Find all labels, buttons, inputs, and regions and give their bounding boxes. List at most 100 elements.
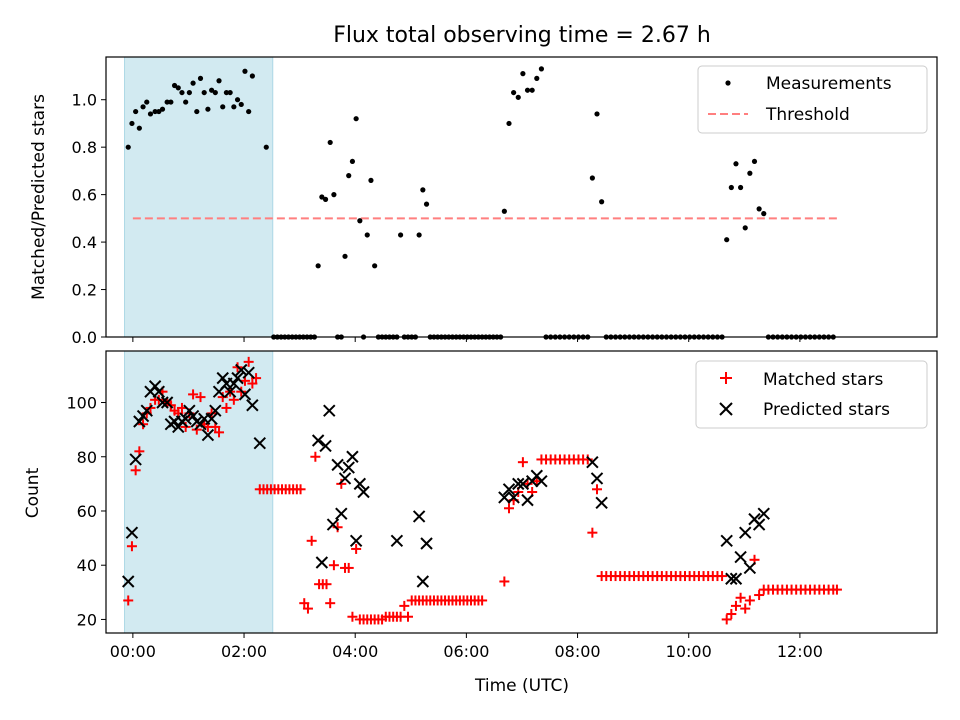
- measurement-point: [201, 89, 207, 96]
- matched-star-point: [744, 595, 755, 606]
- predicted-star-point: [507, 491, 520, 504]
- predicted-star-point: [516, 477, 530, 491]
- measurement-point: [319, 194, 325, 200]
- bottom-panel: 00:00 02:00 04:00 06:00 08:00 10:00 12:00 20 40 6…: [23, 350, 938, 696]
- predicted-star-point: [752, 518, 766, 531]
- bottom-y-tick-label: 20: [77, 610, 97, 629]
- bottom-legend: Matched stars Predicted stars: [695, 360, 928, 429]
- predicted-star-point: [216, 371, 229, 385]
- measurement-point: [368, 177, 374, 183]
- predicted-star-point: [201, 428, 215, 442]
- measurement-point: [197, 75, 204, 81]
- measurement-point: [420, 187, 426, 193]
- predicted-star-point: [125, 526, 139, 539]
- matched-star-point: [477, 595, 488, 606]
- predicted-star-point: [586, 455, 599, 469]
- measurement-point: [737, 184, 744, 191]
- predicted-star-point: [420, 537, 433, 550]
- measurement-point: [231, 104, 237, 110]
- measurement-point: [227, 89, 233, 96]
- matched-star-point: [347, 611, 358, 622]
- bottom-counts: [122, 356, 842, 625]
- measurement-point: [534, 75, 540, 81]
- predicted-star-point: [152, 385, 166, 398]
- legend-measurements-label: Measurements: [766, 74, 892, 94]
- legend-matched-label: Matched stars: [763, 370, 883, 390]
- bottom-axes: 00:00 02:00 04:00 06:00 08:00 10:00 12:00 20 40 6…: [66, 394, 822, 661]
- bottom-x-tick-label: 04:00: [332, 642, 378, 661]
- legend-threshold-label: Threshold: [765, 105, 850, 125]
- measurement-point: [194, 108, 200, 115]
- measurement-point: [238, 101, 244, 108]
- matched-star-point: [191, 424, 202, 435]
- predicted-star-point: [739, 526, 752, 539]
- matched-star-point: [214, 427, 225, 438]
- matched-star-point: [730, 600, 741, 611]
- predicted-star-point: [412, 510, 426, 523]
- matched-star-point: [735, 592, 746, 603]
- top-shaded-span: [124, 56, 274, 338]
- matched-star-point: [721, 614, 732, 625]
- measurement-point: [205, 106, 211, 112]
- predicted-star-point: [133, 415, 146, 428]
- measurement-point: [529, 87, 535, 93]
- measurement-point: [175, 85, 181, 91]
- predicted-star-point: [390, 534, 404, 548]
- matched-star-point: [587, 527, 598, 538]
- matched-star-point: [299, 598, 310, 609]
- bottom-axes-frame: [105, 350, 938, 634]
- top-shaded-region: [124, 56, 274, 338]
- matched-star-point: [517, 457, 528, 468]
- bottom-y-tick-label: 80: [77, 448, 97, 467]
- predicted-star-point: [223, 385, 237, 398]
- measurement-point: [501, 208, 507, 214]
- predicted-star-point: [315, 556, 329, 569]
- bottom-y-tick-label: 100: [66, 394, 97, 413]
- measurement-point: [322, 196, 329, 202]
- matched-star-point: [328, 560, 339, 571]
- top-axes-frame: [105, 56, 938, 338]
- x-axis-label: Time (UTC): [474, 676, 569, 696]
- measurement-point: [349, 158, 356, 165]
- matched-star-point: [295, 484, 306, 495]
- matched-star-point: [247, 378, 258, 389]
- measurement-point: [423, 201, 430, 207]
- matched-star-point: [195, 392, 206, 403]
- chart-title: Flux total observing time = 2.67 h: [333, 23, 711, 48]
- top-y-tick-label: 0.4: [72, 233, 97, 252]
- matched-star-point: [503, 503, 514, 514]
- measurement-point: [599, 199, 605, 205]
- measurement-point: [171, 82, 178, 89]
- measurement-point: [168, 99, 174, 105]
- predicted-star-point: [535, 474, 548, 488]
- bottom-y-tick-label: 40: [77, 556, 97, 575]
- measurement-point: [209, 87, 215, 93]
- predicted-star-point: [353, 477, 367, 491]
- top-axes: 0.0 0.2 0.4 0.6 0.8 1.0: [72, 91, 801, 347]
- predicted-star-point: [416, 575, 430, 588]
- measurement-point: [164, 99, 170, 105]
- measurement-point: [190, 80, 196, 86]
- predicted-star-point: [512, 477, 525, 491]
- predicted-star-point: [148, 380, 162, 393]
- measurement-point: [724, 237, 730, 243]
- measurement-point: [733, 161, 739, 167]
- measurement-point: [216, 78, 222, 84]
- predicted-star-point: [521, 493, 534, 507]
- predicted-star-point: [231, 371, 244, 385]
- measurement-point: [331, 192, 337, 198]
- matched-star-point: [123, 595, 134, 606]
- measurement-point: [179, 89, 185, 96]
- predicted-star-point: [160, 396, 174, 409]
- measurement-point: [756, 206, 762, 212]
- measurement-point: [515, 94, 521, 100]
- predicted-star-point: [326, 518, 340, 531]
- measurement-point: [125, 144, 131, 150]
- top-y-tick-label: 0.6: [72, 186, 97, 205]
- bottom-y-axis-label: Count: [23, 467, 43, 518]
- matched-star-point: [302, 603, 313, 614]
- matched-star-point: [754, 590, 765, 601]
- matched-star-point: [321, 579, 332, 590]
- measurement-point: [156, 108, 162, 115]
